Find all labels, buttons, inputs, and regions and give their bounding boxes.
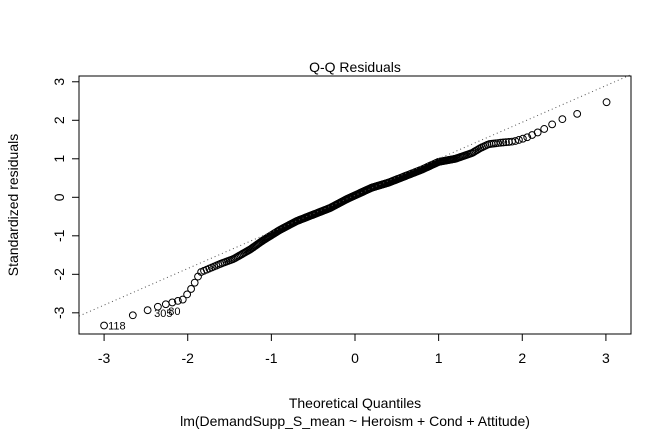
y-tick-label: 2 bbox=[51, 116, 67, 124]
x-tick-label: -2 bbox=[182, 350, 195, 366]
x-tick-label: 3 bbox=[602, 350, 610, 366]
data-point bbox=[523, 133, 532, 142]
data-point bbox=[178, 295, 187, 304]
data-point bbox=[511, 137, 520, 145]
y-tick-label: 3 bbox=[51, 78, 67, 86]
data-point bbox=[502, 138, 510, 147]
data-point bbox=[153, 302, 162, 311]
x-tick-label: 0 bbox=[351, 350, 359, 366]
data-point bbox=[190, 278, 199, 287]
data-point bbox=[128, 311, 137, 320]
model-formula-subtitle: lm(DemandSupp_S_mean ~ Heroism + Cond + … bbox=[180, 413, 530, 429]
point-label-305: 305 bbox=[154, 308, 172, 320]
data-point bbox=[508, 137, 516, 146]
point-label-118: 118 bbox=[108, 321, 126, 333]
data-point bbox=[540, 125, 549, 133]
x-tick-label: 2 bbox=[518, 350, 526, 366]
data-point bbox=[533, 128, 542, 137]
data-point bbox=[499, 138, 508, 147]
x-tick-label: -1 bbox=[265, 350, 278, 366]
data-point bbox=[518, 134, 527, 143]
data-point bbox=[187, 285, 195, 293]
reference-line-group bbox=[78, 74, 632, 317]
data-point bbox=[515, 136, 523, 144]
data-point bbox=[168, 298, 177, 307]
point-label-80: 80 bbox=[168, 306, 180, 318]
data-point bbox=[143, 306, 152, 315]
y-tick-label: -3 bbox=[51, 306, 67, 319]
data-point bbox=[548, 120, 557, 129]
data-point bbox=[573, 109, 582, 118]
y-axis-label: Standardized residuals bbox=[5, 134, 21, 276]
qq-reference-line bbox=[78, 74, 632, 317]
y-tick-label: -2 bbox=[51, 268, 67, 281]
data-point bbox=[558, 115, 567, 124]
data-point bbox=[100, 321, 108, 330]
y-axis: -3 -2 -1 0 1 2 3 bbox=[51, 78, 80, 319]
x-axis-label: Theoretical Quantiles bbox=[289, 395, 421, 411]
x-tick-label: 1 bbox=[435, 350, 443, 366]
y-tick-label: -1 bbox=[51, 229, 67, 242]
data-point bbox=[494, 139, 503, 147]
data-points bbox=[100, 98, 611, 330]
data-point bbox=[183, 290, 192, 299]
plot-box bbox=[78, 75, 632, 335]
data-point bbox=[173, 297, 182, 305]
y-tick-label: 0 bbox=[51, 193, 67, 201]
y-tick-label: 1 bbox=[51, 155, 67, 163]
data-point bbox=[602, 98, 611, 107]
data-point bbox=[496, 138, 505, 147]
x-axis: -3 -2 -1 0 1 2 3 bbox=[98, 333, 610, 366]
x-tick-label: -3 bbox=[98, 350, 111, 366]
chart-title: Q-Q Residuals bbox=[309, 59, 401, 75]
